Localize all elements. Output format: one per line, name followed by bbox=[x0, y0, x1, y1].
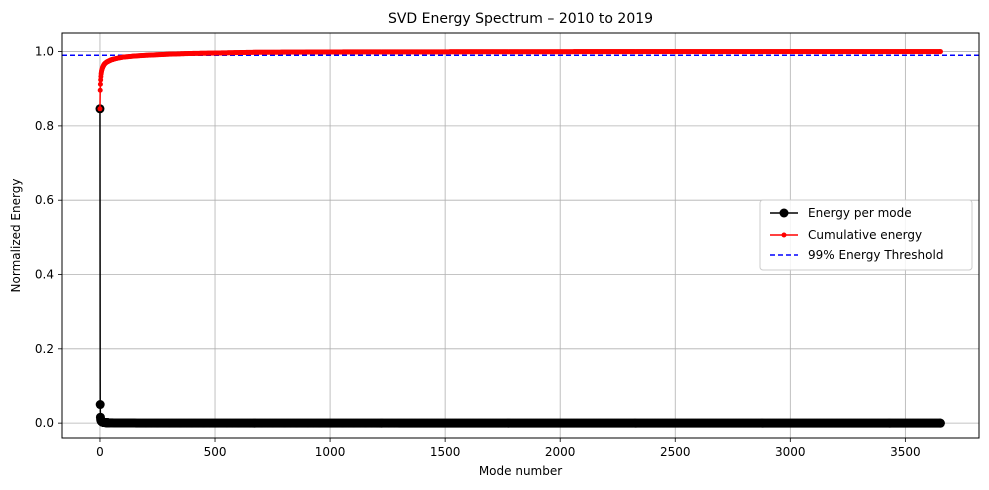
x-tick-label: 1000 bbox=[315, 445, 346, 459]
x-axis: 0 500 1000 1500 2000 2500 3000 3500 bbox=[96, 438, 921, 459]
series-energy-per-mode bbox=[95, 104, 945, 428]
cumulative-point bbox=[97, 81, 103, 87]
energy-point bbox=[95, 400, 105, 410]
legend-marker-cumulative bbox=[781, 232, 787, 238]
x-tick-label: 0 bbox=[96, 445, 104, 459]
x-tick-label: 500 bbox=[204, 445, 227, 459]
x-tick-label: 3500 bbox=[890, 445, 921, 459]
x-tick-label: 3000 bbox=[775, 445, 806, 459]
series-layer bbox=[95, 49, 945, 428]
y-tick-label: 0.4 bbox=[35, 268, 54, 282]
y-axis-label: Normalized Energy bbox=[9, 179, 23, 293]
legend: Energy per mode Cumulative energy 99% En… bbox=[759, 199, 973, 271]
y-tick-label: 1.0 bbox=[35, 45, 54, 59]
legend-label-energy: Energy per mode bbox=[808, 206, 912, 220]
legend-item-energy: Energy per mode bbox=[770, 206, 912, 220]
x-tick-label: 2000 bbox=[545, 445, 576, 459]
energy-point bbox=[935, 418, 945, 428]
x-tick-label: 1500 bbox=[430, 445, 461, 459]
y-tick-label: 0.0 bbox=[35, 416, 54, 430]
y-tick-label: 0.6 bbox=[35, 193, 54, 207]
x-tick-label: 2500 bbox=[660, 445, 691, 459]
cumulative-point bbox=[97, 87, 103, 93]
chart-title: SVD Energy Spectrum – 2010 to 2019 bbox=[388, 11, 653, 27]
y-tick-label: 0.8 bbox=[35, 119, 54, 133]
legend-marker-energy bbox=[779, 208, 789, 218]
series-cumulative-energy bbox=[97, 49, 943, 112]
plot-frame bbox=[61, 32, 980, 439]
legend-label-cumulative: Cumulative energy bbox=[808, 228, 922, 242]
cumulative-point bbox=[97, 106, 103, 112]
legend-box bbox=[759, 199, 973, 271]
y-tick-label: 0.2 bbox=[35, 342, 54, 356]
legend-item-cumulative: Cumulative energy bbox=[770, 228, 922, 242]
y-axis: 0.0 0.2 0.4 0.6 0.8 1.0 bbox=[35, 45, 62, 430]
legend-item-threshold: 99% Energy Threshold bbox=[770, 248, 943, 262]
legend-label-threshold: 99% Energy Threshold bbox=[808, 248, 943, 262]
cumulative-point bbox=[937, 49, 943, 55]
x-axis-label: Mode number bbox=[479, 464, 562, 478]
